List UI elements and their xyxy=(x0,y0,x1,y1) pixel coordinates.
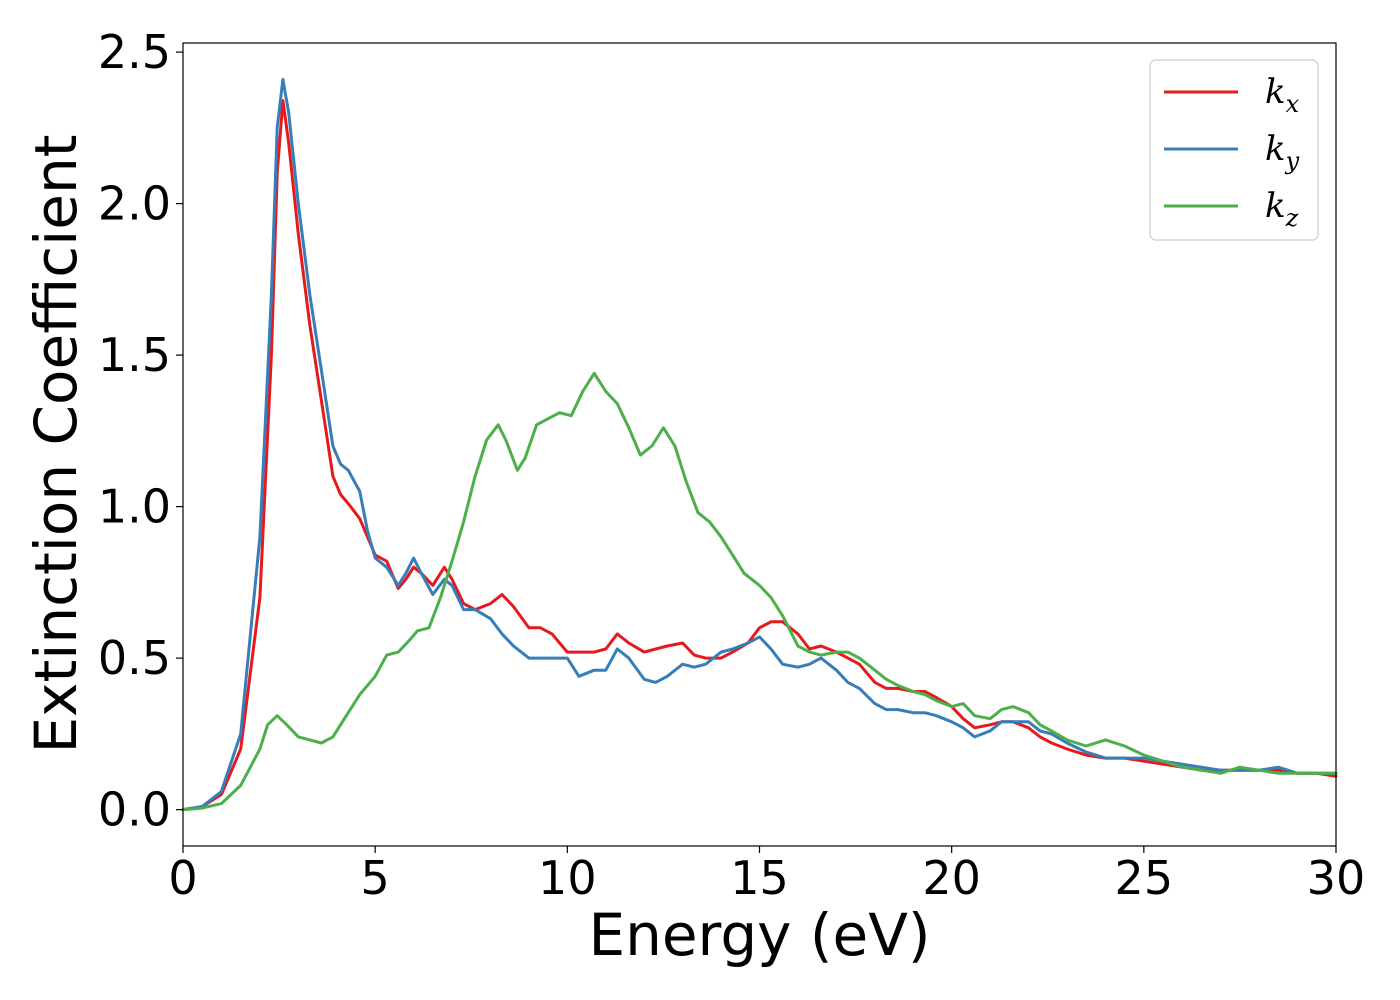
legend-label-base: k xyxy=(1265,72,1286,112)
legend-label-x: kx xyxy=(1265,72,1300,118)
x-tick-label: 5 xyxy=(361,851,390,905)
y-tick-label: 2.0 xyxy=(98,177,171,231)
y-tick-label: 0.0 xyxy=(98,783,171,837)
y-tick-label: 1.5 xyxy=(98,328,171,382)
lines-layer xyxy=(181,77,1338,812)
x-tick-label: 15 xyxy=(730,851,789,905)
legend-label-base: k xyxy=(1265,186,1286,226)
legend-label-y: ky xyxy=(1265,129,1300,175)
series-line-y xyxy=(181,77,1338,812)
x-axis-title: Energy (eV) xyxy=(588,901,930,969)
x-tick-label: 30 xyxy=(1307,851,1366,905)
legend-label-subscript: x xyxy=(1286,90,1300,118)
legend-label-base: k xyxy=(1265,129,1286,169)
y-axis-title: Extinction Coefficient xyxy=(22,135,90,754)
legend-label-z: kz xyxy=(1265,186,1299,232)
legend-label-subscript: z xyxy=(1285,204,1299,232)
y-tick-label: 2.5 xyxy=(98,25,171,79)
legend-label-subscript: y xyxy=(1285,147,1300,175)
series-line-z xyxy=(181,371,1338,812)
series-line-x xyxy=(181,99,1338,812)
x-tick-label: 20 xyxy=(922,851,981,905)
x-axis-ticks: 0 5 10 15 20 25 30 xyxy=(168,846,1365,905)
y-tick-label: 1.0 xyxy=(98,480,171,534)
x-tick-label: 0 xyxy=(168,851,197,905)
y-tick-label: 0.5 xyxy=(98,631,171,685)
y-axis-ticks: 0.0 0.5 1.0 1.5 2.0 2.5 xyxy=(98,25,183,837)
x-tick-label: 25 xyxy=(1115,851,1174,905)
x-tick-label: 10 xyxy=(538,851,597,905)
